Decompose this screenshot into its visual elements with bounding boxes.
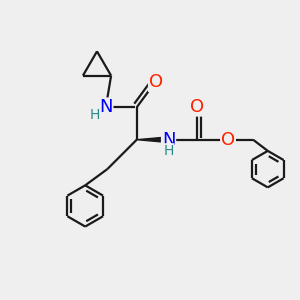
Text: H: H	[164, 144, 174, 158]
Text: N: N	[162, 131, 175, 149]
Text: O: O	[190, 98, 204, 116]
Text: N: N	[99, 98, 112, 116]
Text: O: O	[221, 131, 235, 149]
Polygon shape	[137, 137, 166, 142]
Text: H: H	[89, 108, 100, 122]
Text: O: O	[149, 73, 163, 91]
